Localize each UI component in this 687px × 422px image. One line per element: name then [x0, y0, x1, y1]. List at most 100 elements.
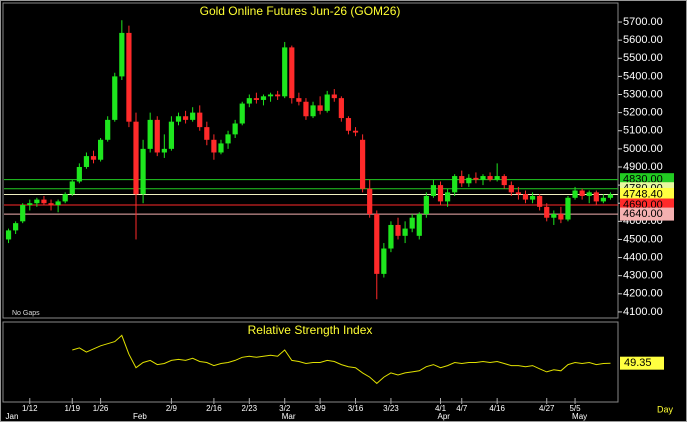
candle-body — [161, 148, 167, 153]
candle-body — [267, 94, 274, 97]
month-label: Feb — [133, 412, 147, 421]
x-tick-label: 2/23 — [242, 404, 258, 413]
candle-body — [607, 194, 614, 198]
candle-body — [423, 195, 429, 215]
candle-body — [409, 217, 415, 229]
candle-body — [388, 224, 394, 249]
candle-body — [437, 185, 444, 202]
candle-body — [303, 101, 309, 117]
x-tick-label: 3/16 — [348, 404, 364, 413]
rsi-title: Relative Strength Index — [248, 323, 373, 337]
candle-body — [76, 166, 82, 182]
candle-body — [338, 98, 344, 119]
reference-label: 4748.40 — [623, 188, 663, 200]
candle-body — [381, 248, 387, 274]
candle-body — [140, 148, 146, 195]
y-tick-label: 5000.00 — [623, 143, 663, 155]
candle-body — [62, 194, 68, 202]
x-tick-label: 4/16 — [489, 404, 505, 413]
candle-body — [168, 121, 175, 149]
chart-title: Gold Online Futures Jun-26 (GOM26) — [200, 4, 401, 18]
candle-body — [133, 121, 139, 195]
candle-body — [544, 206, 550, 218]
x-tick-label: 4/27 — [539, 404, 555, 413]
candle-body — [218, 143, 224, 153]
candle-body — [374, 214, 380, 274]
x-tick-label: 4/1 — [435, 404, 447, 413]
y-tick-label: 4200.00 — [623, 288, 663, 300]
candle-body — [204, 127, 210, 140]
candle-body — [515, 192, 522, 195]
candle-body — [232, 123, 238, 135]
candle-body — [5, 230, 12, 240]
candle-body — [565, 197, 571, 220]
candle-body — [289, 47, 295, 99]
candle-body — [175, 116, 182, 122]
x-axis-label: Day — [657, 404, 674, 414]
candle-body — [225, 134, 231, 144]
y-tick-label: 5400.00 — [623, 70, 663, 82]
candle-body — [126, 32, 132, 122]
candle-body — [190, 112, 196, 120]
candle-body — [352, 130, 359, 133]
candle-body — [480, 176, 486, 180]
candle-body — [416, 214, 422, 236]
candle-body — [90, 156, 97, 160]
candle-body — [211, 139, 217, 153]
candle-body — [55, 201, 61, 206]
y-tick-label: 4400.00 — [623, 251, 663, 263]
candle-body — [572, 190, 578, 198]
candle-body — [105, 119, 111, 140]
candle-body — [586, 192, 592, 196]
candle-body — [69, 181, 75, 195]
y-tick-label: 5700.00 — [623, 16, 663, 28]
y-tick-label: 4100.00 — [623, 306, 663, 318]
month-label: Mar — [282, 412, 296, 421]
candle-body — [345, 118, 352, 131]
y-tick-label: 5500.00 — [623, 52, 663, 64]
candle-body — [558, 214, 564, 220]
candle-body — [197, 112, 203, 128]
rsi-line — [72, 334, 611, 385]
x-tick-label: 1/19 — [64, 404, 80, 413]
candle-body — [537, 195, 543, 207]
candle-body — [473, 177, 479, 180]
candle-body — [112, 76, 118, 120]
y-tick-label: 5600.00 — [623, 34, 663, 46]
candle-body — [27, 203, 33, 206]
candle-body — [296, 98, 302, 102]
candle-body — [529, 195, 536, 200]
candle-body — [487, 176, 493, 180]
x-tick-label: 3/23 — [383, 404, 399, 413]
reference-label-box — [620, 187, 674, 201]
candle-body — [367, 188, 373, 215]
candle-body — [282, 47, 288, 97]
candle-body — [317, 105, 323, 111]
candle-body — [579, 190, 585, 196]
y-tick-label: 4300.00 — [623, 270, 663, 282]
rsi-value-box — [620, 356, 664, 370]
candle-body — [494, 176, 500, 180]
rsi-panel — [2, 321, 619, 403]
x-tick-label: 3/9 — [315, 404, 327, 413]
candle-body — [430, 185, 437, 196]
rsi-value-label: 49.35 — [624, 357, 652, 369]
note: No Gaps — [12, 310, 40, 317]
x-tick-label: 4/7 — [456, 404, 468, 413]
candle-body — [119, 32, 125, 77]
candle-body — [147, 119, 153, 149]
y-tick-label: 5200.00 — [623, 107, 663, 119]
candle-body — [551, 214, 557, 218]
candle-body — [260, 96, 267, 100]
candle-body — [444, 192, 451, 202]
y-tick-label: 4500.00 — [623, 233, 663, 245]
candle-body — [48, 203, 54, 206]
candle-body — [360, 139, 366, 189]
candle-body — [402, 228, 408, 236]
candle-body — [395, 224, 401, 236]
candle-body — [593, 192, 599, 202]
x-tick-label: 3/2 — [279, 404, 291, 413]
candle-body — [34, 199, 40, 204]
candle-body — [324, 94, 330, 111]
